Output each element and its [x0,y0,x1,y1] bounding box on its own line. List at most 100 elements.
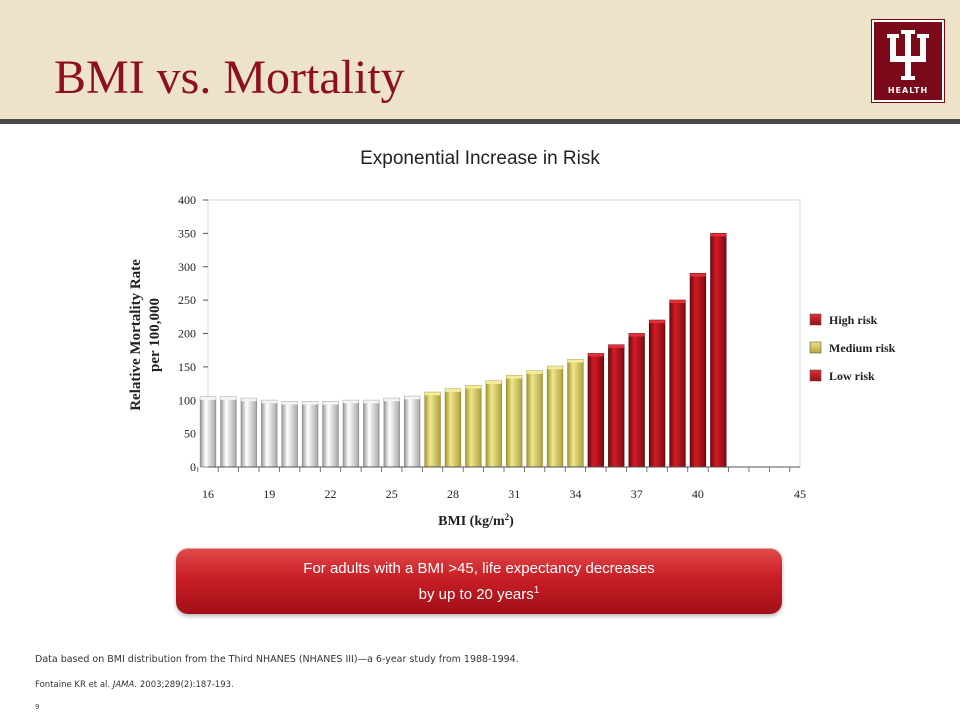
bar-cap-bmi-19 [261,400,277,404]
bar-cap-bmi-27 [424,392,441,396]
y-tick-label: 300 [178,260,196,274]
slide-number: 9 [35,703,40,711]
bar-cap-bmi-37 [628,333,645,337]
x-tick-label: 28 [447,487,459,501]
iu-health-logo: HEALTH [872,20,944,102]
header-divider [0,119,960,124]
bar-bmi-16 [199,396,217,468]
bar-bmi-40 [689,273,707,468]
bar-cap-bmi-33 [547,366,563,370]
bar-cap-bmi-29 [465,385,482,389]
bar-cap-bmi-17 [220,396,237,400]
y-tick-label: 0 [190,460,196,474]
bar-bmi-32 [526,370,543,468]
callout-line-2: by up to 20 years [418,586,534,603]
header-band [0,0,960,119]
bar-cap-bmi-36 [608,344,625,348]
bar-cap-bmi-20 [281,401,298,405]
y-tick-label: 250 [178,293,196,307]
callout-line-1: For adults with a BMI >45, life expectan… [303,560,655,577]
bar-bmi-23 [342,399,360,468]
bar-cap-bmi-22 [322,401,339,405]
callout-text: For adults with a BMI >45, life expectan… [176,558,782,606]
x-tick-label: 34 [569,487,581,501]
legend-label-2: Medium risk [829,341,896,355]
bar-bmi-28 [444,388,462,468]
x-tick-label: 45 [794,487,806,501]
bar-bmi-33 [546,365,564,468]
bar-bmi-37 [628,333,645,468]
bar-cap-bmi-18 [241,398,257,402]
bar-cap-bmi-26 [404,396,420,400]
y-tick-label: 400 [178,193,196,207]
bar-bmi-18 [240,397,257,468]
bar-cap-bmi-34 [567,359,584,363]
x-tick-label: 40 [692,487,704,501]
bar-cap-bmi-16 [200,396,216,400]
x-tick-label: 37 [631,487,643,501]
legend-swatch-1 [809,313,822,326]
bar-cap-bmi-25 [383,398,400,402]
bar-bmi-21 [301,401,319,468]
bar-cap-bmi-30 [486,380,502,384]
legend-label-1: High risk [829,313,878,327]
citation: Fontaine KR et al. JAMA. 2003;289(2):187… [35,680,234,690]
callout-footnote-ref: 1 [533,585,540,596]
bar-cap-bmi-35 [588,353,604,357]
data-source-note: Data based on BMI distribution from the … [35,654,519,665]
bar-bmi-31 [506,375,523,468]
life-expectancy-callout: For adults with a BMI >45, life expectan… [176,548,782,614]
logo-wordmark: HEALTH [887,86,929,95]
bar-bmi-26 [403,395,421,468]
bar-bmi-22 [322,401,339,468]
x-tick-label: 22 [324,487,336,501]
x-axis-title: BMI (kg/m2) [438,512,514,529]
x-tick-label: 31 [508,487,520,501]
chart-title: Exponential Increase in Risk [360,148,600,169]
slide-title: BMI vs. Mortality [54,51,405,104]
bar-bmi-39 [669,299,686,468]
bar-bmi-29 [465,385,482,468]
citation-rest: 2003;289(2):187-193. [137,680,234,690]
trident-icon [887,30,929,80]
y-tick-label: 150 [178,360,196,374]
y-tick-label: 50 [184,427,196,441]
bar-bmi-20 [281,401,298,468]
x-tick-label: 19 [263,487,275,501]
bar-cap-bmi-23 [343,400,359,404]
bar-bmi-25 [383,397,400,468]
legend-swatch-3 [809,369,822,382]
bar-bmi-30 [485,380,502,468]
bar-bmi-27 [424,391,441,468]
bar-cap-bmi-38 [649,320,665,324]
y-tick-label: 100 [178,393,196,407]
x-tick-label: 25 [386,487,398,501]
bar-cap-bmi-40 [690,273,706,277]
bar-bmi-34 [567,359,584,468]
citation-authors: Fontaine KR et al. [35,680,113,690]
bar-cap-bmi-21 [302,401,318,405]
bar-bmi-17 [220,396,237,468]
bar-bmi-35 [587,353,605,468]
bar-cap-bmi-28 [445,388,461,392]
legend-swatch-2 [809,341,822,354]
bar-bmi-19 [261,399,278,468]
y-tick-label: 200 [178,327,196,341]
citation-journal: JAMA. [112,680,138,690]
x-axis-title-end: ) [509,514,514,529]
bar-bmi-38 [648,319,666,468]
y-axis-title-line-2: per 100,000 [147,298,163,372]
bar-cap-bmi-32 [526,370,543,374]
x-tick-label: 16 [202,487,214,501]
bar-bmi-36 [608,344,625,468]
bar-cap-bmi-39 [669,300,686,304]
y-tick-label: 350 [178,226,196,240]
bar-cap-bmi-24 [363,400,380,404]
bar-cap-bmi-31 [506,375,522,379]
bar-bmi-24 [363,399,380,468]
y-axis-title-line-1: Relative Mortality Rate [128,259,144,411]
bar-cap-bmi-41 [710,233,727,237]
legend-label-3: Low risk [829,369,875,383]
x-axis-title-sup: 2 [505,512,510,522]
